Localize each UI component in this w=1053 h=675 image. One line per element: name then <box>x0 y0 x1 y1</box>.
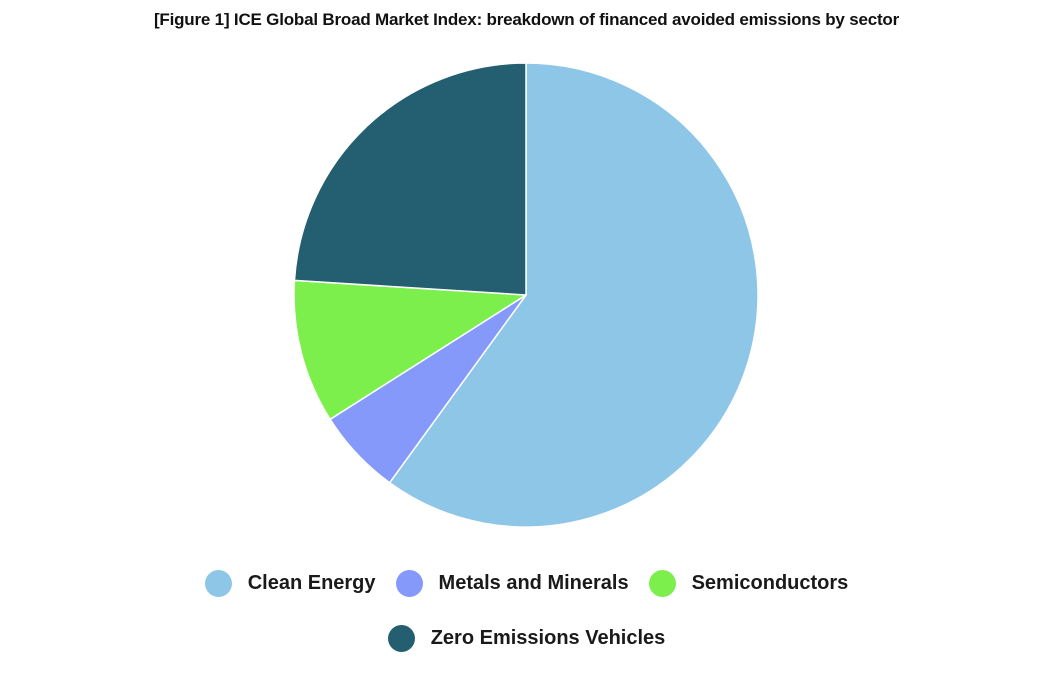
legend-label-zero-emissions-vehicles: Zero Emissions Vehicles <box>430 626 666 649</box>
legend-row-2: Zero Emissions Vehicles <box>0 621 1053 655</box>
legend-row-1: Clean Energy Metals and Minerals Semicon… <box>0 566 1053 600</box>
legend-swatch-metals-and-minerals <box>395 569 423 597</box>
legend-label-clean-energy: Clean Energy <box>247 571 376 594</box>
legend-item-metals-and-minerals[interactable]: Metals and Minerals <box>395 569 629 597</box>
legend-swatch-clean-energy <box>204 569 232 597</box>
legend-item-zero-emissions-vehicles[interactable]: Zero Emissions Vehicles <box>387 624 666 652</box>
chart-title: [Figure 1] ICE Global Broad Market Index… <box>153 10 900 29</box>
legend-swatch-zero-emissions-vehicles <box>387 624 415 652</box>
legend-swatch-semiconductors <box>648 569 676 597</box>
legend-item-clean-energy[interactable]: Clean Energy <box>204 569 376 597</box>
legend-label-semiconductors: Semiconductors <box>691 571 849 594</box>
pie-slice-zero-emissions-vehicles[interactable] <box>293 62 527 296</box>
pie-slice-clean-energy[interactable] <box>388 62 759 528</box>
legend-item-semiconductors[interactable]: Semiconductors <box>648 569 849 597</box>
pie-slice-semiconductors[interactable] <box>293 279 527 421</box>
pie-chart <box>293 62 759 528</box>
legend-label-metals-and-minerals: Metals and Minerals <box>438 571 629 594</box>
pie-slices <box>293 62 759 528</box>
